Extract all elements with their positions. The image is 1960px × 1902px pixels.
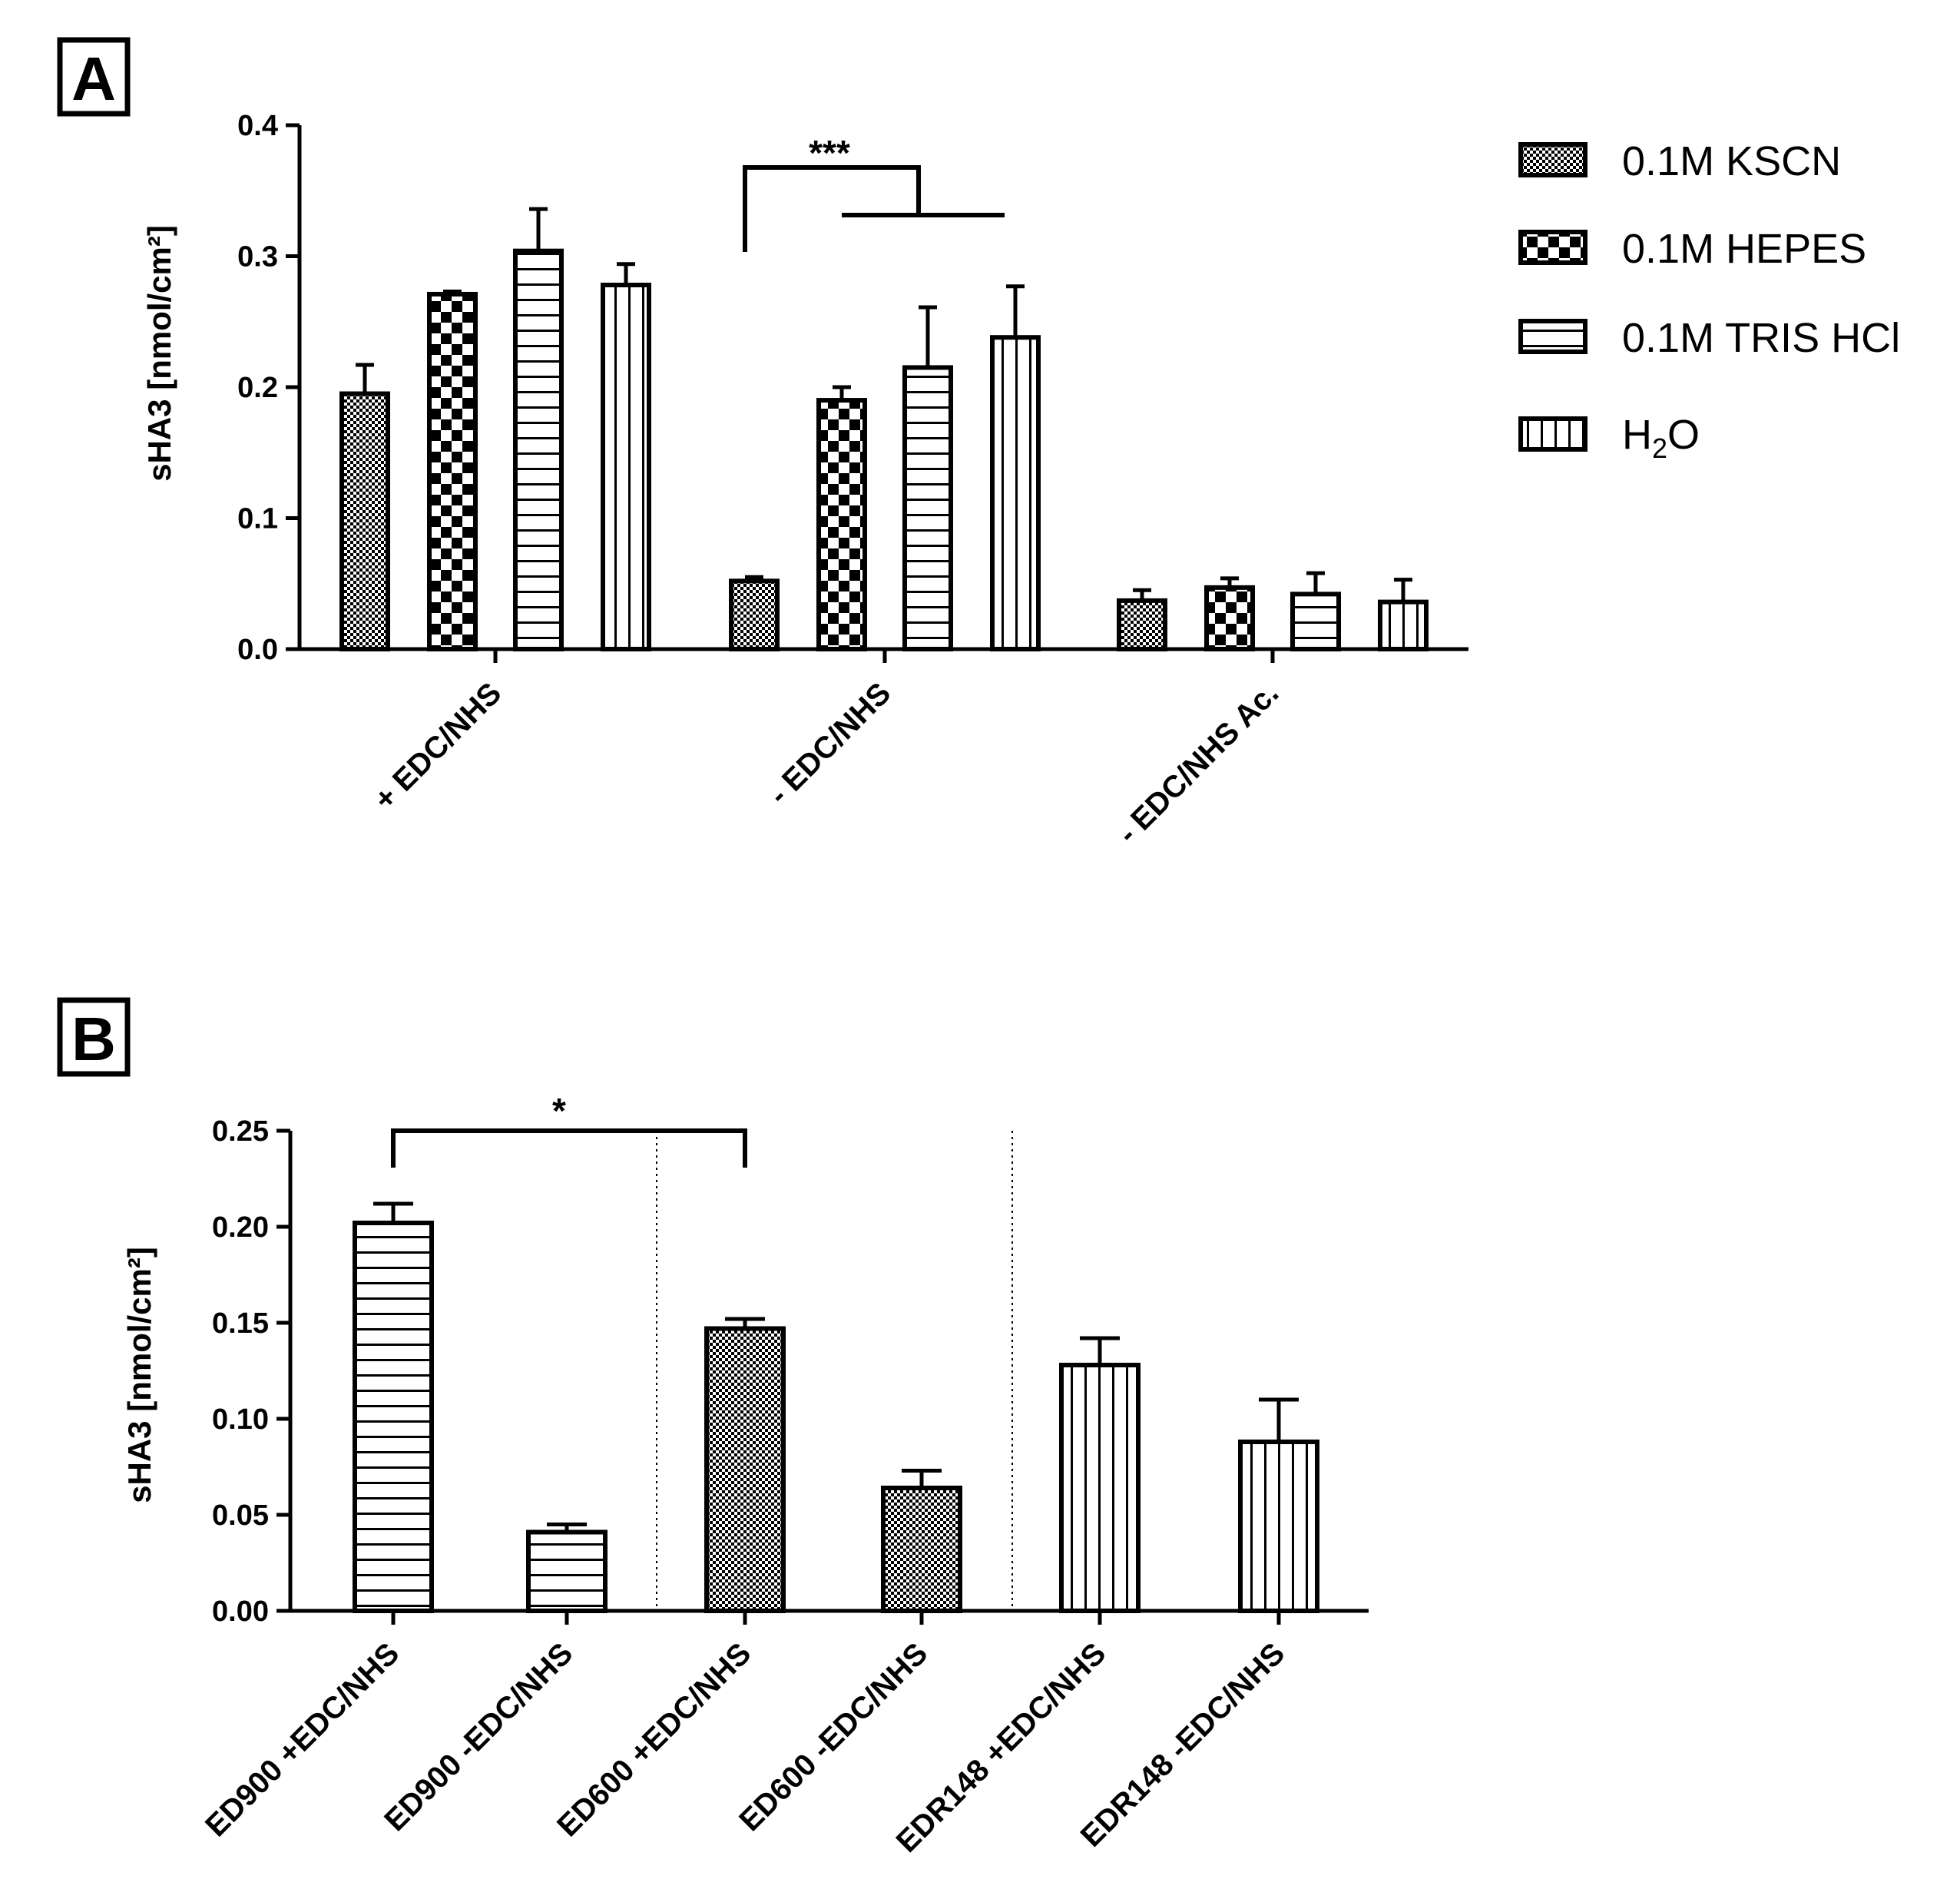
panel-a-letter: A — [71, 45, 116, 113]
panel-a-category-label-edc-nhs: - EDC/NHS — [763, 676, 898, 811]
panel-b-y-tick-label: 0.15 — [212, 1307, 269, 1340]
legend-label-hepes: 0.1M HEPES — [1622, 226, 1866, 272]
panel-b-y-tick-label: 0.10 — [212, 1403, 269, 1436]
panel-a-bar-0-1m-hepes-edc-nhs — [427, 291, 478, 651]
panel-b-category-label-ed600-edc-nhs: ED600 +EDC/NHS — [551, 1636, 757, 1843]
panel-a-bar-0-1m-kscn-edc-nhs — [729, 578, 780, 652]
legend-swatch-water — [1518, 416, 1588, 452]
panel-b-category-label-edr148-edc-nhs: EDR148 -EDC/NHS — [1074, 1636, 1292, 1854]
panel-a-category-label-edc-nhs: + EDC/NHS — [368, 676, 508, 817]
legend-label-tris: 0.1M TRIS HCl — [1622, 315, 1900, 361]
panel-a-bar-0-1m-kscn-edc-nhs-ac — [1117, 598, 1167, 651]
panel-b-label-box: B — [57, 997, 131, 1077]
panel-a-y-tick-label: 0.4 — [237, 110, 278, 142]
panel-b-bar-ed600-edc-nhs — [704, 1326, 786, 1613]
panel-b-category-label-ed600-edc-nhs: ED600 -EDC/NHS — [733, 1636, 934, 1837]
panel-b-bar-edr148-edc-nhs — [1059, 1363, 1141, 1613]
legend-swatch-tris — [1518, 319, 1588, 354]
panel-b-chart: sHA3 [nmol/cm²] 0.00 0.05 0.10 0.15 0.20 0.25… — [121, 1091, 1369, 1859]
legend-swatch-kscn — [1518, 142, 1588, 177]
legend-water-o: O — [1667, 412, 1700, 458]
panel-b-y-axis-label: sHA3 [nmol/cm²] — [121, 1247, 157, 1503]
panel-a-bar-0-1m-hepes-edc-nhs — [816, 398, 867, 651]
panel-b-bar-ed900-edc-nhs — [353, 1221, 434, 1613]
panel-a-bar-0-1m-tris-hcl-edc-nhs-ac — [1290, 591, 1341, 652]
legend-swatch-hepes — [1518, 230, 1588, 265]
panel-a-y-tick-label: 0.0 — [237, 634, 278, 666]
panel-a-bar-h2o-edc-nhs — [601, 283, 651, 651]
legend: 0.1M KSCN 0.1M HEPES 0.1M TRIS HCl H2O — [1518, 138, 1900, 464]
panel-a-bar-0-1m-kscn-edc-nhs — [339, 391, 390, 652]
panel-b-y-tick-label: 0.25 — [212, 1115, 269, 1148]
panel-b-y-tick-label: 0.00 — [212, 1595, 269, 1628]
panel-a-category-label-edc-nhs-ac: - EDC/NHS Ac. — [1111, 676, 1286, 850]
panel-a-bar-0-1m-tris-hcl-edc-nhs — [513, 248, 564, 651]
panel-a-bar-h2o-edc-nhs-ac — [1378, 599, 1429, 651]
panel-b-bar-edr148-edc-nhs — [1238, 1440, 1319, 1613]
panel-a-bar-0-1m-tris-hcl-edc-nhs — [902, 365, 953, 651]
panel-b-category-label-ed900-edc-nhs: ED900 +EDC/NHS — [199, 1636, 406, 1843]
panel-a-chart: sHA3 [nmol/cm²] 0.0 0.1 0.2 0.3 0.4 + EDC/NHS… — [141, 110, 1468, 850]
panel-a-y-tick-label: 0.1 — [237, 503, 278, 535]
panel-b-y-tick-label: 0.20 — [212, 1211, 269, 1244]
panel-a-bar-0-1m-hepes-edc-nhs-ac — [1204, 585, 1255, 651]
panel-a-label-box: A — [57, 37, 131, 117]
panel-b-bar-ed600-edc-nhs — [881, 1486, 962, 1613]
panel-a-significance-bracket — [743, 165, 921, 252]
legend-water-sub: 2 — [1652, 432, 1667, 464]
legend-label-kscn: 0.1M KSCN — [1622, 138, 1841, 184]
panel-a-y-tick-label: 0.3 — [237, 241, 278, 273]
panel-b-significance-bracket — [391, 1128, 747, 1168]
panel-a-y-tick-label: 0.2 — [237, 372, 278, 404]
panel-b-y-tick-label: 0.05 — [212, 1499, 269, 1532]
panel-b-category-label-ed900-edc-nhs: ED900 -EDC/NHS — [378, 1636, 579, 1837]
panel-b-letter: B — [71, 1005, 116, 1073]
panel-a-y-axis-label: sHA3 [nmol/cm²] — [141, 225, 177, 482]
panel-b-significance-label: * — [552, 1091, 566, 1131]
legend-water-h: H — [1622, 412, 1652, 458]
panel-a-significance-label: *** — [809, 133, 850, 173]
panel-a-bar-h2o-edc-nhs — [990, 335, 1041, 651]
panel-b-bar-ed900-edc-nhs — [526, 1529, 608, 1613]
legend-label-water: H2O — [1622, 412, 1700, 464]
